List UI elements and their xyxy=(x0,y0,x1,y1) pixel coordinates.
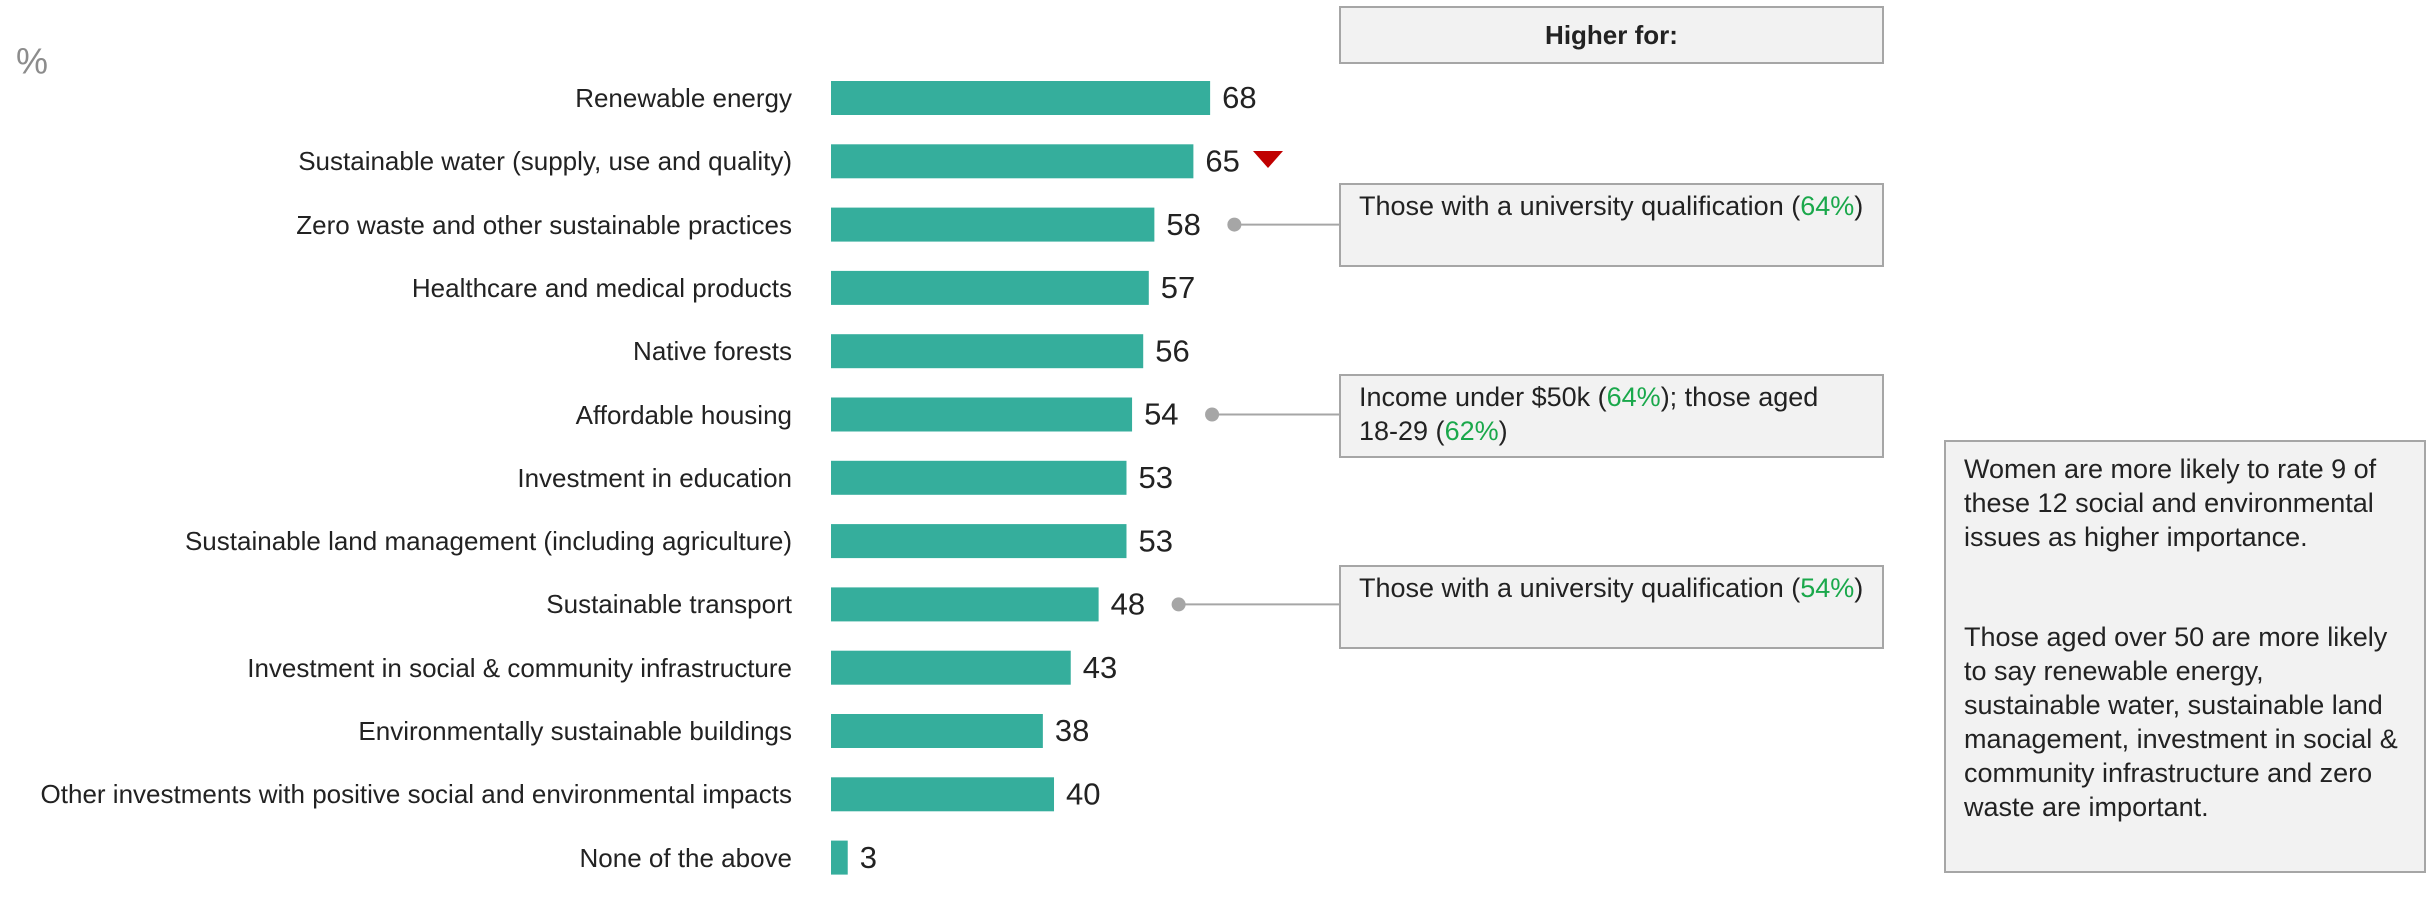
callout-text: ); those aged 18-29 ( xyxy=(1359,382,1819,446)
value-label: 56 xyxy=(1155,333,1189,368)
callout-text: 54% xyxy=(1800,573,1855,603)
bar xyxy=(831,714,1043,748)
category-label: Native forests xyxy=(633,336,792,367)
callout-header: Higher for: xyxy=(1339,6,1884,64)
value-label: 43 xyxy=(1083,650,1117,685)
bar xyxy=(831,460,1127,495)
unit-label: % xyxy=(16,41,48,82)
value-label: 53 xyxy=(1138,523,1172,558)
value-label: 65 xyxy=(1205,143,1239,178)
value-label: 48 xyxy=(1111,587,1145,622)
bar xyxy=(831,840,848,875)
bar xyxy=(831,397,1133,432)
category-label: Other investments with positive social a… xyxy=(40,779,792,810)
bar xyxy=(831,207,1155,242)
category-label: Investment in social & community infrast… xyxy=(247,652,792,683)
significance-marker xyxy=(1253,151,1283,168)
connector-dot xyxy=(1171,597,1186,612)
callout-text: Income under $50k ( xyxy=(1359,382,1607,412)
callout-text: ) xyxy=(1854,573,1864,603)
value-label: 40 xyxy=(1066,776,1100,811)
bar xyxy=(831,270,1149,305)
note: Those aged over 50 are more likely to sa… xyxy=(1964,622,2398,822)
callout: Those with a university qualification (5… xyxy=(1339,565,1884,649)
value-label: 3 xyxy=(860,840,877,875)
category-label: Investment in education xyxy=(517,462,792,493)
bar xyxy=(831,334,1144,369)
connector-dot xyxy=(1227,217,1242,232)
value-label: 38 xyxy=(1055,713,1089,748)
callout-text: 62% xyxy=(1444,416,1499,446)
category-label: None of the above xyxy=(579,842,793,873)
category-label: Affordable housing xyxy=(575,399,792,430)
value-label: 58 xyxy=(1166,207,1200,242)
callout-text: 64% xyxy=(1606,382,1661,412)
category-label: Sustainable land management (including a… xyxy=(184,526,792,557)
bar xyxy=(831,144,1194,179)
callout-text: 64% xyxy=(1800,191,1855,221)
callout: Income under $50k (64%); those aged 18-2… xyxy=(1339,374,1884,458)
category-label: Renewable energy xyxy=(575,83,792,113)
side-note: Women are more likely to rate 9 of these… xyxy=(1944,440,2426,873)
callout: Those with a university qualification (6… xyxy=(1339,183,1884,267)
category-label: Healthcare and medical products xyxy=(411,272,792,303)
connector-dot xyxy=(1205,407,1220,422)
category-label: Sustainable transport xyxy=(546,589,792,620)
bar xyxy=(831,81,1211,115)
bar xyxy=(831,777,1055,812)
value-label: 57 xyxy=(1161,270,1195,305)
bar xyxy=(831,650,1071,685)
category-label: Environmentally sustainable buildings xyxy=(358,716,792,746)
category-label: Sustainable water (supply, use and quali… xyxy=(298,146,792,177)
callout-text: ) xyxy=(1854,191,1864,221)
bar xyxy=(831,587,1099,622)
value-label: 54 xyxy=(1144,397,1178,432)
value-label: 53 xyxy=(1138,460,1172,495)
callout-text: ) xyxy=(1498,416,1508,446)
category-label: Zero waste and other sustainable practic… xyxy=(296,209,792,240)
callout-text: Those with a university qualification ( xyxy=(1359,191,1801,221)
callout-text: Those with a university qualification ( xyxy=(1359,573,1801,603)
value-label: 68 xyxy=(1222,80,1256,115)
bar xyxy=(831,524,1127,559)
note: Women are more likely to rate 9 of these… xyxy=(1964,454,2377,552)
